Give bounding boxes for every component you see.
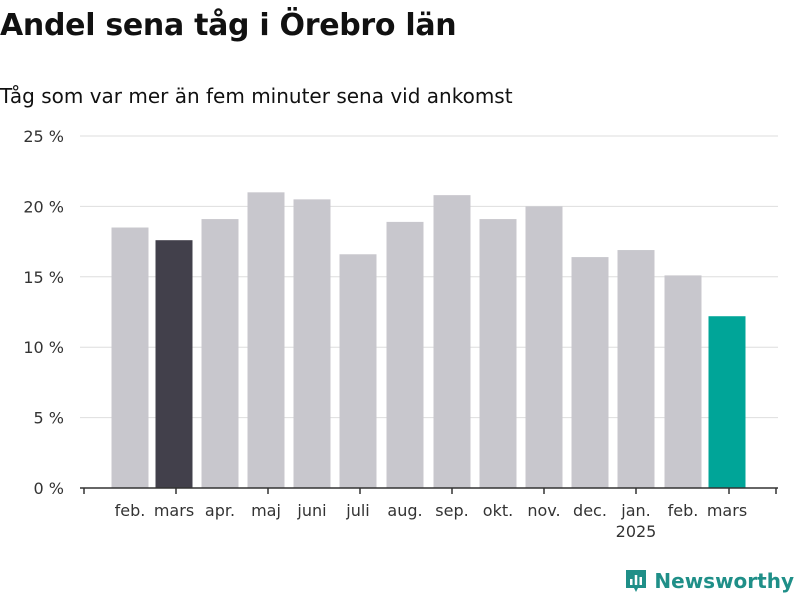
bar-6 xyxy=(386,221,424,488)
bar-chart-icon xyxy=(626,570,647,592)
bar-4 xyxy=(293,199,331,489)
x-category-label: nov. xyxy=(527,501,560,520)
chart-title: Andel sena tåg i Örebro län xyxy=(0,8,457,43)
y-tick-label: 5 % xyxy=(34,409,64,428)
x-year-label: 2025 xyxy=(616,522,657,541)
x-axis-labels: feb. mars apr. maj juni juli aug. sep. okt. nov. d… xyxy=(115,501,748,541)
bar-12 xyxy=(664,275,702,488)
x-category-label: apr. xyxy=(205,501,235,520)
bar-5 xyxy=(339,254,377,488)
bar-13 xyxy=(708,316,746,488)
brand-name: Newsworthy xyxy=(654,569,794,593)
bar-0 xyxy=(111,227,149,488)
newsworthy-logo: Newsworthy xyxy=(624,568,794,594)
y-tick-label: 20 % xyxy=(23,197,64,216)
bar-8 xyxy=(479,219,517,488)
y-tick-label: 10 % xyxy=(23,338,64,357)
bar-10 xyxy=(571,257,609,488)
x-category-label: mars xyxy=(154,501,194,520)
y-tick-label: 15 % xyxy=(23,268,64,287)
x-category-label: dec. xyxy=(573,501,607,520)
y-tick-label: 0 % xyxy=(34,479,64,498)
bar-7 xyxy=(433,195,471,489)
bar-9 xyxy=(525,206,563,488)
bars xyxy=(111,192,746,489)
x-category-label: juli xyxy=(345,501,369,520)
x-axis xyxy=(80,487,778,494)
x-category-label: juni xyxy=(296,501,326,520)
chart-subtitle: Tåg som var mer än fem minuter sena vid … xyxy=(0,84,513,108)
x-category-label: feb. xyxy=(115,501,146,520)
x-category-label: feb. xyxy=(668,501,699,520)
x-category-label: jan. xyxy=(620,501,650,520)
x-category-label: aug. xyxy=(387,501,422,520)
gridlines xyxy=(80,135,778,419)
y-tick-label: 25 % xyxy=(23,127,64,146)
x-category-label: okt. xyxy=(483,501,513,520)
y-axis-tick-labels: 0 % 5 % 10 % 15 % 20 % 25 % xyxy=(23,127,64,498)
bar-11 xyxy=(617,250,655,488)
x-category-label: mars xyxy=(707,501,747,520)
x-category-label: maj xyxy=(251,501,281,520)
bar-1 xyxy=(155,240,193,488)
bar-3 xyxy=(247,192,285,488)
x-category-label: sep. xyxy=(435,501,468,520)
bar-2 xyxy=(201,219,239,488)
